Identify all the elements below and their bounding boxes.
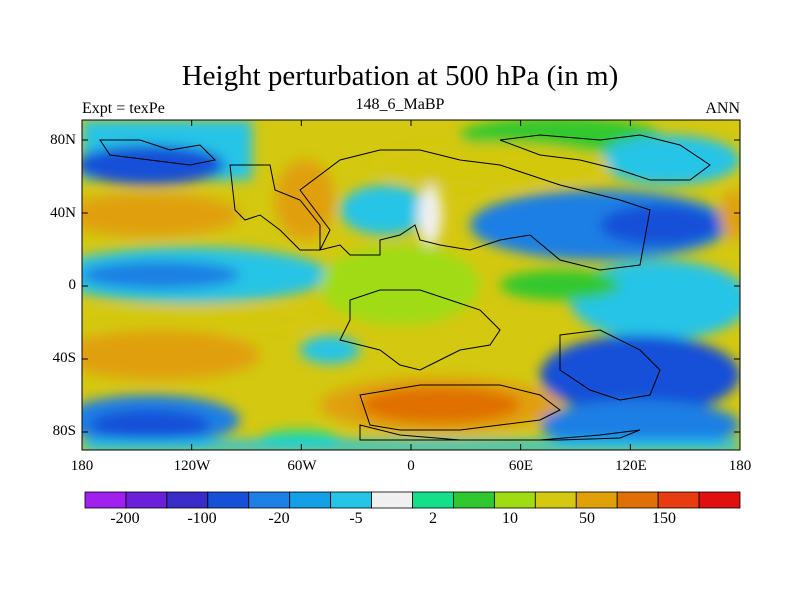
- lon-tick-label: 120W: [173, 458, 211, 474]
- lon-tick-label: 0: [407, 458, 415, 474]
- lat-tick-label: 40S: [52, 350, 76, 366]
- lon-tick-label: 180: [70, 458, 94, 474]
- colorbar-swatch: [616, 491, 659, 509]
- colorbar-swatch: [248, 491, 291, 509]
- continent-outlines: [99, 134, 711, 441]
- experiment-label: Expt = texPe: [82, 100, 165, 117]
- colorbar-label: 10: [502, 510, 518, 527]
- colorbar-swatch: [125, 491, 168, 509]
- season-label: ANN: [705, 100, 740, 117]
- axis-ticks: [81, 120, 741, 450]
- lat-tick-label: 40N: [50, 205, 76, 221]
- lat-tick-label: 0: [68, 277, 77, 293]
- colorbar-label: 50: [579, 510, 595, 527]
- lon-tick-label: 60W: [287, 458, 317, 474]
- lon-tick-label: 60E: [508, 458, 534, 474]
- colorbar-label: -200: [110, 510, 140, 527]
- colorbar-label: -5: [349, 510, 363, 527]
- colorbar-swatch: [84, 491, 127, 509]
- colorbar-swatch: [412, 491, 454, 509]
- colorbar-label: 2: [429, 510, 437, 527]
- colorbar-swatch: [166, 491, 209, 509]
- case-label: 148_6_MaBP: [355, 96, 445, 113]
- colorbar-label: -20: [268, 510, 290, 527]
- lat-tick-label: 80N: [50, 132, 76, 148]
- map-title: Height perturbation at 500 hPa (in m): [181, 60, 619, 92]
- colorbar-swatch: [493, 491, 536, 509]
- lon-tick-label: 120E: [615, 458, 647, 474]
- colorbar-swatch: [575, 491, 618, 509]
- colorbar-swatch: [698, 491, 741, 509]
- lat-tick-label: 80S: [52, 423, 76, 439]
- colorbar-label: 150: [652, 510, 676, 527]
- colorbar-swatch: [207, 491, 250, 509]
- contour-field: [82, 120, 740, 450]
- colorbar: [84, 491, 741, 509]
- colorbar-swatch: [371, 491, 413, 509]
- colorbar-swatch: [534, 491, 577, 509]
- colorbar-swatch: [289, 491, 332, 509]
- colorbar-swatch: [330, 491, 372, 509]
- colorbar-label: -100: [187, 510, 217, 527]
- lon-tick-label: 180: [728, 458, 752, 474]
- colorbar-swatch: [657, 491, 700, 509]
- colorbar-swatch: [453, 491, 495, 509]
